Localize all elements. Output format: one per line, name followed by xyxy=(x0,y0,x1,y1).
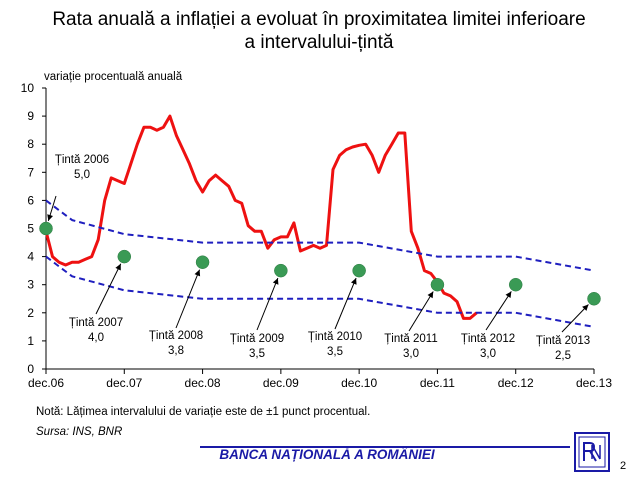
target-pointer xyxy=(175,269,201,329)
y-tick-label: 5 xyxy=(27,222,34,236)
x-tick-label: dec.10 xyxy=(341,376,377,390)
target-pointer-head xyxy=(194,269,201,277)
target-label-line2: 4,0 xyxy=(88,332,104,344)
target-pointer xyxy=(485,291,512,331)
target-label-line1: Țintă 2011 xyxy=(384,333,438,345)
target-label-line2: 3,8 xyxy=(168,345,184,357)
target-pointer xyxy=(334,277,357,330)
target-pointer-head xyxy=(505,291,512,299)
target-label-line2: 3,5 xyxy=(327,346,343,358)
x-tick-label: dec.08 xyxy=(185,376,221,390)
target-pointer xyxy=(256,277,279,331)
y-tick-label: 10 xyxy=(21,81,35,95)
target-label-line1: Țintă 2007 xyxy=(69,317,123,329)
target-annotation: Țintă 2011 3,0 xyxy=(384,291,438,360)
target-annotation: Țintă 2009 3,5 xyxy=(230,277,284,360)
inflation-series-line xyxy=(44,114,478,320)
source-text: Sursa: INS, BNR xyxy=(36,426,123,438)
target-label-line1: Țintă 2010 xyxy=(308,331,362,343)
target-point xyxy=(352,263,366,278)
bnr-logo-icon xyxy=(574,432,610,472)
target-annotation: Țintă 2008 3,8 xyxy=(149,269,203,357)
footer-divider xyxy=(200,446,570,448)
target-pointer xyxy=(408,291,434,332)
x-tick-label: dec.06 xyxy=(28,376,64,390)
y-axis-label: variație procentuală anuală xyxy=(44,71,183,83)
target-pointer-head xyxy=(582,304,589,311)
target-pointer-head xyxy=(47,214,53,221)
target-point xyxy=(508,277,523,292)
x-tick-label: dec.13 xyxy=(576,376,612,390)
x-tick-label: dec.09 xyxy=(263,376,299,390)
target-pointer-head xyxy=(427,291,434,299)
target-pointer xyxy=(95,263,122,315)
target-pointer-head xyxy=(272,278,279,285)
note-text: Notă: Lățimea intervalului de variație e… xyxy=(36,406,371,418)
target-point xyxy=(195,255,210,269)
target-pointer xyxy=(561,304,589,333)
target-point xyxy=(430,277,445,292)
target-label-line1: Țintă 2006 xyxy=(55,154,109,166)
y-tick-label: 8 xyxy=(27,137,34,151)
target-annotation: Țintă 2006 5,0 xyxy=(47,154,109,222)
target-label-line1: Țintă 2012 xyxy=(461,333,515,345)
target-label-line2: 3,0 xyxy=(403,348,419,360)
target-point xyxy=(117,249,132,264)
x-tick-label: dec.12 xyxy=(498,376,534,390)
y-tick-label: 9 xyxy=(27,109,34,123)
y-tick-label: 4 xyxy=(27,250,34,264)
target-label-line1: Țintă 2013 xyxy=(536,335,590,347)
target-label-line1: Țintă 2008 xyxy=(149,330,203,342)
chart-title-line1: Rata anuală a inflației a evoluat în pro… xyxy=(52,9,586,30)
y-tick-label: 2 xyxy=(27,306,34,320)
axes: 0 1 2 3 4 5 6 7 8 9 10 dec.06 dec.07 dec.08 dec.09 dec.… xyxy=(21,81,613,390)
y-tick-label: 1 xyxy=(27,334,34,348)
x-tick-label: dec.07 xyxy=(106,376,142,390)
band-lower-line xyxy=(45,255,595,328)
target-pointer-head xyxy=(351,278,357,285)
page-number: 2 xyxy=(620,460,627,472)
y-tick-label: 0 xyxy=(27,362,34,376)
target-label-line2: 5,0 xyxy=(74,169,90,181)
chart-title: Rata anuală a inflației a evoluat în pro… xyxy=(0,8,638,54)
y-tick-label: 6 xyxy=(27,193,34,207)
target-label-line1: Țintă 2009 xyxy=(230,333,284,345)
target-point xyxy=(587,292,601,306)
target-annotation: Țintă 2012 3,0 xyxy=(461,291,515,360)
target-point xyxy=(39,221,53,236)
target-label-line2: 2,5 xyxy=(555,350,571,362)
bank-name: BANCA NAȚIONALĂ A ROMÂNIEI xyxy=(219,447,435,462)
target-label-line2: 3,5 xyxy=(249,348,265,360)
series-layer xyxy=(44,114,595,328)
target-annotation: Țintă 2013 2,5 xyxy=(536,304,590,362)
target-point xyxy=(274,263,288,278)
target-pointer-head xyxy=(115,263,121,271)
chart-title-line2: a intervalului-țintă xyxy=(244,32,394,53)
target-annotation: Țintă 2007 4,0 xyxy=(69,263,123,344)
x-tick-label: dec.11 xyxy=(420,376,455,390)
target-annotation: Țintă 2010 3,5 xyxy=(308,277,362,358)
y-tick-label: 7 xyxy=(27,165,34,179)
band-upper-line xyxy=(45,199,595,272)
target-label-line2: 3,0 xyxy=(480,348,496,360)
y-tick-label: 3 xyxy=(27,278,34,292)
